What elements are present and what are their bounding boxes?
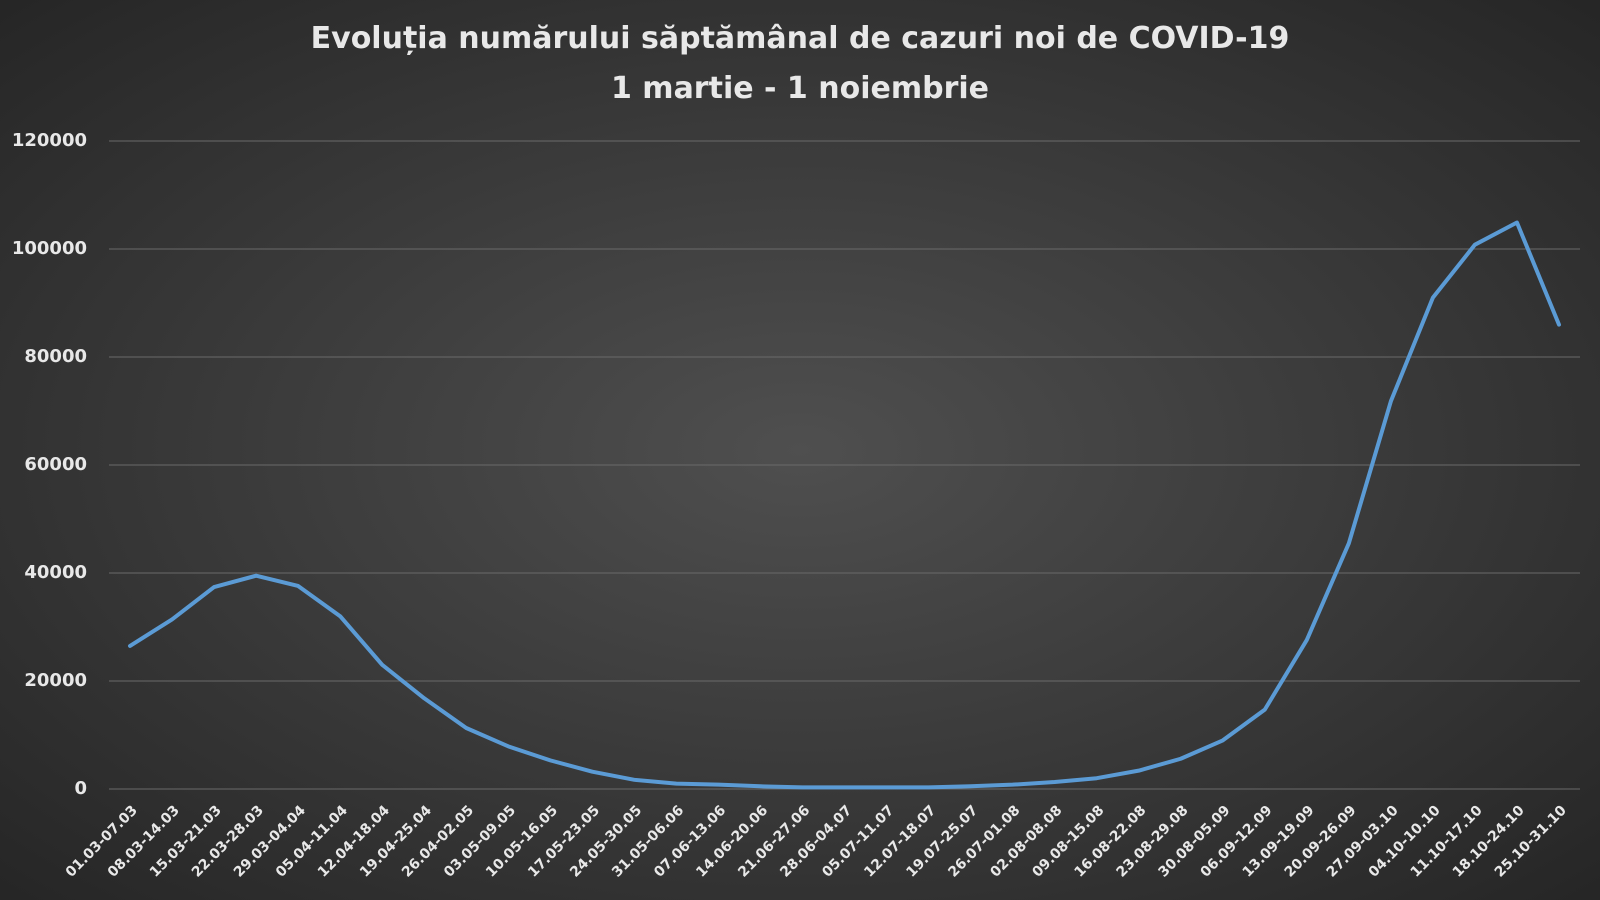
y-tick-label: 80000 bbox=[24, 346, 87, 367]
y-tick-label: 100000 bbox=[12, 238, 87, 259]
y-tick-label: 60000 bbox=[24, 454, 87, 475]
y-tick-label: 120000 bbox=[12, 130, 87, 151]
data-line bbox=[128, 220, 1561, 790]
y-tick-label: 40000 bbox=[24, 562, 87, 583]
chart-subtitle: 1 martie - 1 noiembrie bbox=[611, 71, 989, 106]
chart-title: Evoluția numărului săptămânal de cazuri … bbox=[311, 21, 1290, 56]
y-tick-label: 20000 bbox=[24, 670, 87, 691]
y-tick-label: 0 bbox=[74, 778, 87, 799]
